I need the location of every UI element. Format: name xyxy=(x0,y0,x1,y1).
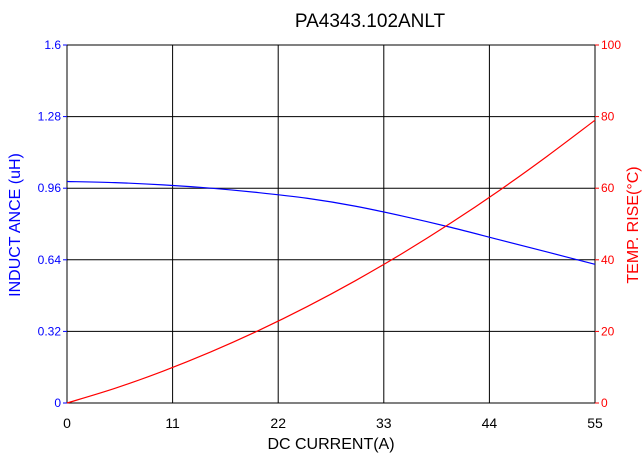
x-tick-label: 44 xyxy=(482,415,498,431)
left-y-tick-label: 1.6 xyxy=(44,38,61,52)
series-layer xyxy=(66,119,596,404)
right-y-tick-label: 20 xyxy=(601,324,615,338)
plot-frame xyxy=(66,44,596,404)
chart-title: PA4343.102ANLT xyxy=(295,11,446,32)
grid xyxy=(67,45,595,403)
right-y-tick-label: 60 xyxy=(601,181,615,195)
right-y-tick-label: 80 xyxy=(601,110,615,124)
temp-rise-line xyxy=(66,119,596,404)
right-y-tick-label: 0 xyxy=(601,396,608,410)
inductance-line xyxy=(66,180,596,265)
x-tick-label: 11 xyxy=(165,415,180,431)
left-y-tick-label: 0.32 xyxy=(38,324,62,338)
left-y-tick-label: 0.96 xyxy=(38,181,62,195)
left-y-tick-label: 1.28 xyxy=(38,110,62,124)
right-y-axis-ticks: 0 20 40 60 80 100 xyxy=(595,38,621,410)
x-tick-label: 0 xyxy=(63,415,71,431)
right-y-tick-label: 100 xyxy=(601,38,621,52)
left-y-tick-label: 0 xyxy=(54,396,61,410)
left-y-axis-label: INDUCT ANCE (uH) xyxy=(7,153,24,297)
right-y-axis-label: TEMP. RISE(°C) xyxy=(625,166,642,283)
left-y-tick-label: 0.64 xyxy=(38,253,62,267)
x-tick-label: 33 xyxy=(376,415,392,431)
x-axis-ticks: 0 11 22 33 44 55 xyxy=(63,415,603,431)
right-y-tick-label: 40 xyxy=(601,253,615,267)
left-y-axis-ticks: 0 0.32 0.64 0.96 1.28 1.6 xyxy=(38,38,67,410)
x-axis-label: DC CURRENT(A) xyxy=(267,436,394,453)
x-tick-label: 55 xyxy=(587,415,603,431)
x-tick-label: 22 xyxy=(270,415,286,431)
